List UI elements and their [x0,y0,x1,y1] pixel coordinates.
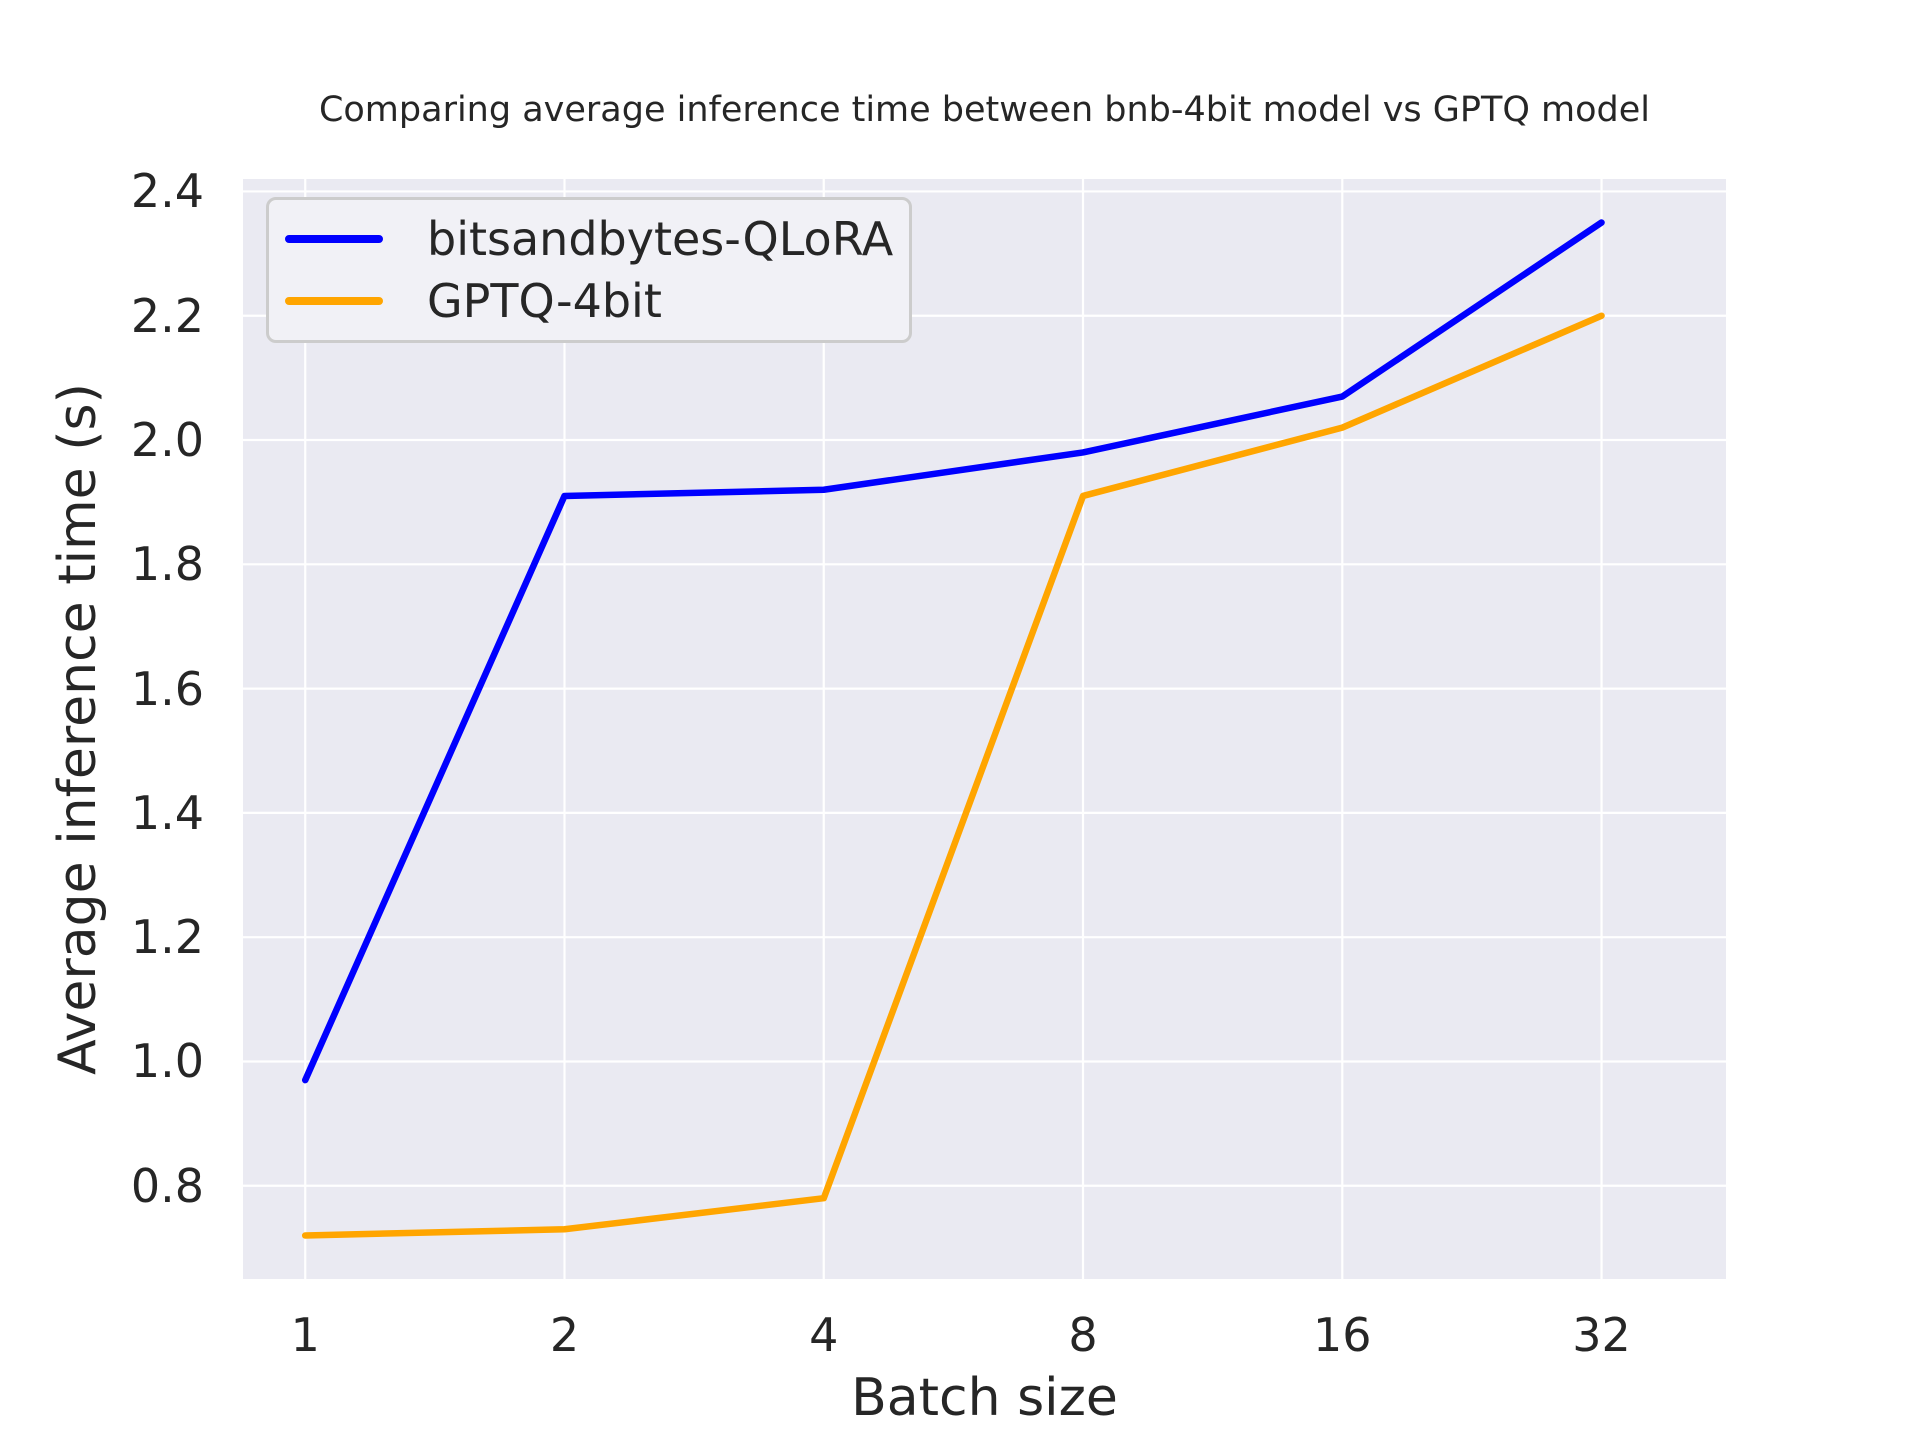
y-tick-label: 1.8 [130,537,204,592]
series-line-gptq-4bit [301,312,1605,1239]
legend-item: bitsandbytes-QLoRA [269,212,909,266]
x-tick-label: 32 [1572,1308,1631,1362]
x-tick-label: 4 [809,1308,839,1362]
y-tick-label: 1.0 [130,1034,204,1089]
legend-line-swatch [285,297,383,305]
y-tick-label: 1.2 [130,910,204,965]
y-tick-label: 2.4 [130,164,204,219]
y-tick-label: 1.4 [130,785,204,840]
series-line-bitsandbytes-qlora [301,219,1605,1084]
legend-label: bitsandbytes-QLoRA [427,212,894,266]
y-axis-label: Average inference time (s) [48,383,108,1075]
plot-background [243,179,1726,1279]
y-tick-label: 2.2 [130,288,204,343]
x-axis-label: Batch size [851,1368,1118,1428]
legend-item: GPTQ-4bit [269,274,909,328]
legend: bitsandbytes-QLoRA GPTQ-4bit [266,197,912,343]
x-tick-label: 1 [290,1308,320,1362]
legend-label: GPTQ-4bit [427,274,662,328]
y-tick-label: 2.0 [130,413,204,468]
x-tick-label: 16 [1313,1308,1372,1362]
x-tick-label: 8 [1068,1308,1098,1362]
legend-line-swatch [285,235,383,243]
y-tick-label: 1.6 [130,661,204,716]
x-tick-label: 2 [549,1308,580,1362]
chart-title: Comparing average inference time between… [318,90,1651,130]
y-tick-label: 0.8 [130,1158,204,1213]
